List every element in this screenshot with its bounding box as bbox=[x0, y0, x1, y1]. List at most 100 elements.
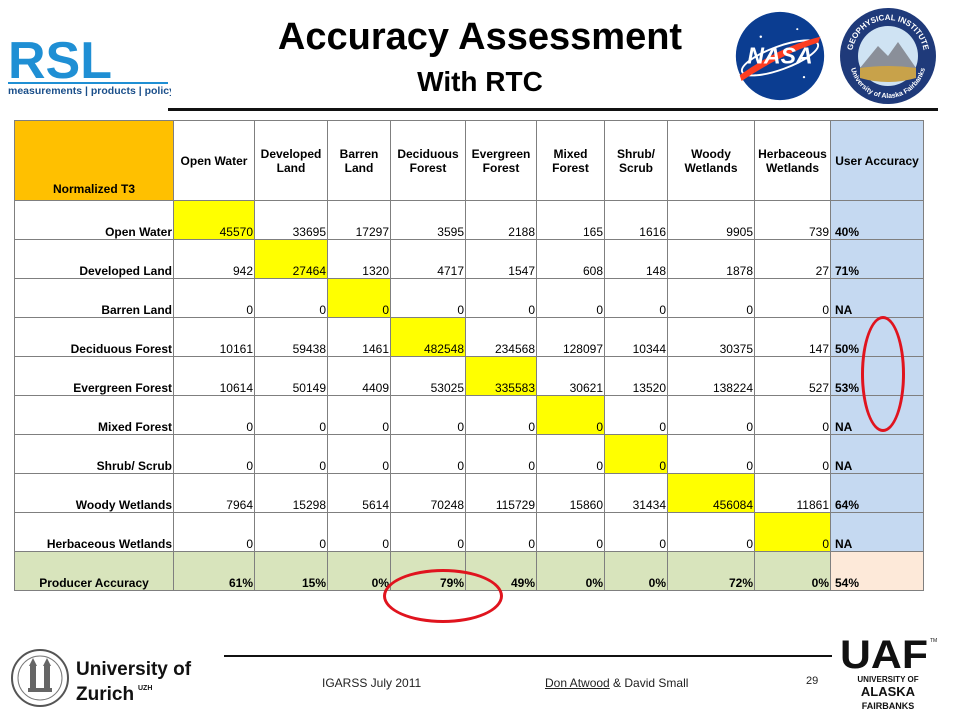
matrix-cell: 0 bbox=[254, 434, 328, 474]
row-label-producer-accuracy: Producer Accuracy bbox=[14, 551, 174, 591]
matrix-cell: 50149 bbox=[254, 356, 328, 396]
table-row: Barren Land 0 0 0 0 0 0 0 0 0 NA bbox=[14, 278, 924, 318]
row-label-developed-land: Developed Land bbox=[14, 239, 174, 279]
matrix-body: Open Water 45570 33695 17297 3595 2188 165 1616… bbox=[14, 200, 924, 591]
row-label-open-water: Open Water bbox=[14, 200, 174, 240]
matrix-cell: 128097 bbox=[536, 317, 605, 357]
row-label-deciduous-forest: Deciduous Forest bbox=[14, 317, 174, 357]
geophysical-institute-logo: GEOPHYSICAL INSTITUTE University of Alas… bbox=[840, 8, 936, 104]
matrix-cell-diagonal: 45570 bbox=[173, 200, 255, 240]
matrix-cell-diagonal: 0 bbox=[327, 278, 391, 318]
user-accuracy-cell: NA bbox=[830, 512, 924, 552]
matrix-cell: 30621 bbox=[536, 356, 605, 396]
footer-authors: Don Atwood & David Small bbox=[545, 676, 688, 690]
matrix-cell: 138224 bbox=[667, 356, 755, 396]
matrix-cell: 0 bbox=[465, 278, 537, 318]
table-row: Evergreen Forest 10614 50149 4409 53025 33558… bbox=[14, 356, 924, 396]
col-header-shrub-scrub: Shrub/ Scrub bbox=[604, 120, 668, 201]
header-divider bbox=[168, 108, 938, 111]
highlight-ring-producer-accuracy bbox=[383, 569, 503, 623]
matrix-cell: 0 bbox=[173, 278, 255, 318]
producer-accuracy-cell: 72% bbox=[667, 551, 755, 591]
matrix-cell: 31434 bbox=[604, 473, 668, 513]
matrix-cell: 148 bbox=[604, 239, 668, 279]
matrix-cell: 1461 bbox=[327, 317, 391, 357]
producer-accuracy-cell: 0% bbox=[604, 551, 668, 591]
table-row: Deciduous Forest 10161 59438 1461 482548 2345… bbox=[14, 317, 924, 357]
user-accuracy-cell: NA bbox=[830, 434, 924, 474]
matrix-cell: 27 bbox=[754, 239, 831, 279]
matrix-cell: 5614 bbox=[327, 473, 391, 513]
matrix-cell-diagonal: 456084 bbox=[667, 473, 755, 513]
matrix-cell: 527 bbox=[754, 356, 831, 396]
table-row: Mixed Forest 0 0 0 0 0 0 0 0 0 NA bbox=[14, 395, 924, 435]
matrix-cell: 15298 bbox=[254, 473, 328, 513]
table-row: Woody Wetlands 7964 15298 5614 70248 115729 15… bbox=[14, 473, 924, 513]
user-accuracy-cell: 71% bbox=[830, 239, 924, 279]
producer-accuracy-cell: 15% bbox=[254, 551, 328, 591]
matrix-cell: 0 bbox=[667, 512, 755, 552]
matrix-cell: 0 bbox=[754, 395, 831, 435]
producer-accuracy-row: Producer Accuracy 61% 15% 0% 79% 49% 0% 0% 72% 0%… bbox=[14, 551, 924, 591]
matrix-cell: 1878 bbox=[667, 239, 755, 279]
producer-accuracy-cell: 61% bbox=[173, 551, 255, 591]
matrix-cell-diagonal: 335583 bbox=[465, 356, 537, 396]
svg-text:UNIVERSITY OF: UNIVERSITY OF bbox=[857, 675, 918, 684]
user-accuracy-cell: NA bbox=[830, 278, 924, 318]
corner-header: Normalized T3 bbox=[14, 120, 174, 201]
matrix-cell: 10344 bbox=[604, 317, 668, 357]
matrix-cell: 0 bbox=[390, 278, 466, 318]
matrix-cell: 0 bbox=[604, 512, 668, 552]
matrix-cell: 53025 bbox=[390, 356, 466, 396]
author-name: David Small bbox=[624, 676, 689, 690]
col-header-developed-land: Developed Land bbox=[254, 120, 328, 201]
matrix-cell-diagonal: 0 bbox=[604, 434, 668, 474]
row-label-evergreen-forest: Evergreen Forest bbox=[14, 356, 174, 396]
matrix-cell: 0 bbox=[173, 434, 255, 474]
matrix-cell: 7964 bbox=[173, 473, 255, 513]
svg-text:FAIRBANKS: FAIRBANKS bbox=[862, 701, 915, 711]
col-header-open-water: Open Water bbox=[173, 120, 255, 201]
nasa-logo: NASA bbox=[735, 11, 825, 101]
matrix-cell: 0 bbox=[604, 395, 668, 435]
col-header-mixed-forest: Mixed Forest bbox=[536, 120, 605, 201]
matrix-cell-diagonal: 0 bbox=[536, 395, 605, 435]
matrix-cell: 1320 bbox=[327, 239, 391, 279]
matrix-cell: 0 bbox=[536, 434, 605, 474]
matrix-cell: 0 bbox=[465, 434, 537, 474]
page-number: 29 bbox=[806, 675, 819, 687]
matrix-cell: 10614 bbox=[173, 356, 255, 396]
table-row: Shrub/ Scrub 0 0 0 0 0 0 0 0 0 NA bbox=[14, 434, 924, 474]
svg-text:TM: TM bbox=[930, 638, 937, 644]
matrix-cell: 11861 bbox=[754, 473, 831, 513]
slide-subtitle: With RTC bbox=[417, 66, 543, 97]
matrix-cell: 0 bbox=[536, 278, 605, 318]
matrix-cell: 608 bbox=[536, 239, 605, 279]
matrix-cell-diagonal: 0 bbox=[754, 512, 831, 552]
rsl-logo: RSL measurements | products | policy bbox=[8, 32, 171, 97]
slide-title: Accuracy Assessment bbox=[277, 16, 683, 58]
col-header-herbaceous-wetlands: Herbaceous Wetlands bbox=[754, 120, 831, 201]
row-label-barren-land: Barren Land bbox=[14, 278, 174, 318]
svg-text:UZH: UZH bbox=[138, 685, 152, 692]
matrix-cell-diagonal: 482548 bbox=[390, 317, 466, 357]
user-accuracy-cell: 64% bbox=[830, 473, 924, 513]
matrix-cell: 15860 bbox=[536, 473, 605, 513]
row-label-shrub-scrub: Shrub/ Scrub bbox=[14, 434, 174, 474]
col-header-woody-wetlands: Woody Wetlands bbox=[667, 120, 755, 201]
matrix-cell: 739 bbox=[754, 200, 831, 240]
highlight-ring-user-accuracy bbox=[861, 316, 905, 432]
matrix-cell: 4717 bbox=[390, 239, 466, 279]
matrix-cell: 3595 bbox=[390, 200, 466, 240]
matrix-cell: 33695 bbox=[254, 200, 328, 240]
overall-accuracy-cell: 54% bbox=[830, 551, 924, 591]
matrix-cell: 165 bbox=[536, 200, 605, 240]
producer-accuracy-cell: 49% bbox=[465, 551, 537, 591]
university-of-zurich-logo: University of Zurich UZH bbox=[11, 649, 192, 707]
matrix-cell: 0 bbox=[536, 512, 605, 552]
svg-text:RSL: RSL bbox=[8, 32, 112, 90]
row-label-woody-wetlands: Woody Wetlands bbox=[14, 473, 174, 513]
row-label-mixed-forest: Mixed Forest bbox=[14, 395, 174, 435]
author-link[interactable]: Don Atwood bbox=[545, 676, 610, 690]
matrix-cell: 9905 bbox=[667, 200, 755, 240]
